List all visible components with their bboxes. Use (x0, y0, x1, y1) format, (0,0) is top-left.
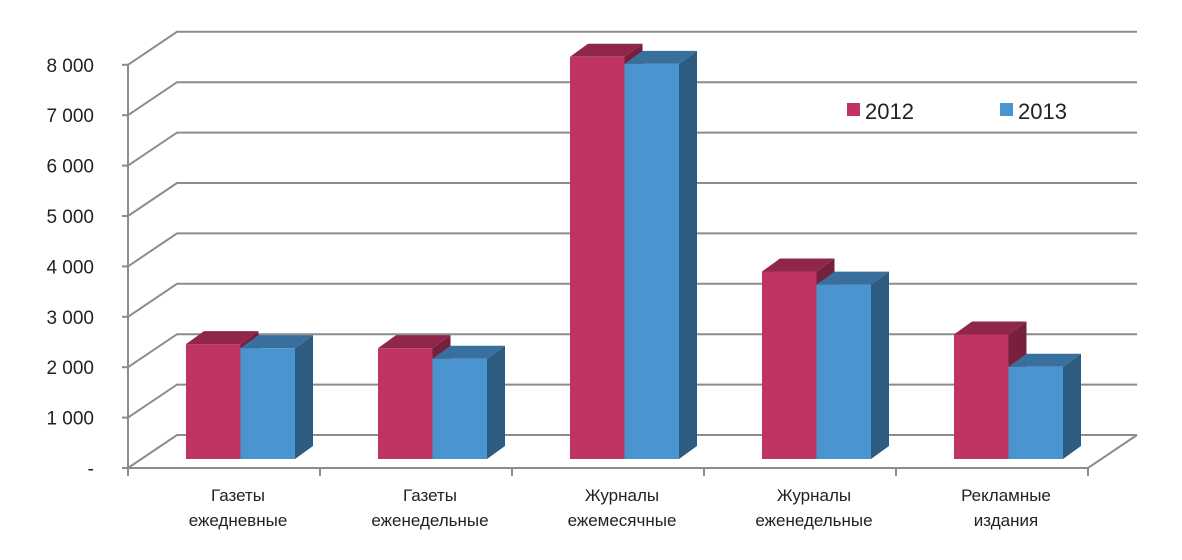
y-tick-label: 2 000 (46, 358, 94, 379)
bar-2013 (816, 271, 889, 459)
bar-top (570, 43, 643, 57)
bar-top (624, 50, 697, 64)
y-tick-label: 7 000 (46, 106, 94, 127)
bar-top (186, 331, 259, 345)
bar-front (1008, 366, 1063, 459)
y-tick-label: 4 000 (46, 257, 94, 278)
bar-top (378, 335, 451, 349)
bar-top (432, 345, 505, 359)
bar-side (679, 50, 697, 459)
gridline (127, 81, 1137, 117)
legend-label-2013: 2013 (1018, 99, 1067, 124)
bar-top (1008, 353, 1081, 367)
x-tick-label: Рекламные (961, 486, 1051, 505)
gridline (127, 182, 1137, 217)
bar-front (186, 344, 241, 459)
bar-side (871, 271, 889, 459)
gridline (127, 131, 1137, 167)
bar-front (378, 348, 433, 459)
bar-top (816, 271, 889, 285)
bar-top (954, 321, 1027, 335)
bar-front (240, 348, 295, 459)
bar-2013 (624, 50, 697, 459)
bar-2013 (432, 345, 505, 459)
bar-front (816, 284, 871, 459)
y-tick-label: 6 000 (46, 157, 94, 178)
x-tick-label: Журналы (585, 486, 659, 505)
y-tick-label: 5 000 (46, 207, 94, 228)
x-tick-label: Газеты (403, 486, 457, 505)
y-tick-label: 1 000 (46, 409, 94, 430)
gridline (127, 30, 1137, 66)
bar-top (762, 258, 835, 272)
legend-label-2012: 2012 (865, 99, 914, 124)
bar-side (295, 335, 313, 459)
y-tick-label: - (88, 459, 94, 480)
gridline (127, 232, 1137, 268)
bar-side (487, 345, 505, 459)
x-tick-label: ежемесячные (568, 511, 677, 530)
bar-front (762, 271, 817, 459)
x-tick-label: еженедельные (755, 511, 872, 530)
bar-front (624, 63, 679, 459)
y-tick-label: 8 000 (46, 56, 94, 77)
y-tick-label: 3 000 (46, 308, 94, 329)
x-tick-label: издания (974, 511, 1038, 530)
x-tick-label: Журналы (777, 486, 851, 505)
legend-swatch-2012 (847, 103, 860, 116)
bar-side (1063, 353, 1081, 459)
legend-swatch-2013 (1000, 103, 1013, 116)
bar-front (432, 358, 487, 459)
bar-top (240, 335, 313, 349)
x-tick-label: еженедельные (371, 511, 488, 530)
bar-front (570, 56, 625, 460)
x-tick-label: Газеты (211, 486, 265, 505)
x-tick-label: ежедневные (189, 511, 288, 530)
bar-front (954, 334, 1009, 459)
bar-2013 (1008, 353, 1081, 459)
bar-2013 (240, 335, 313, 459)
